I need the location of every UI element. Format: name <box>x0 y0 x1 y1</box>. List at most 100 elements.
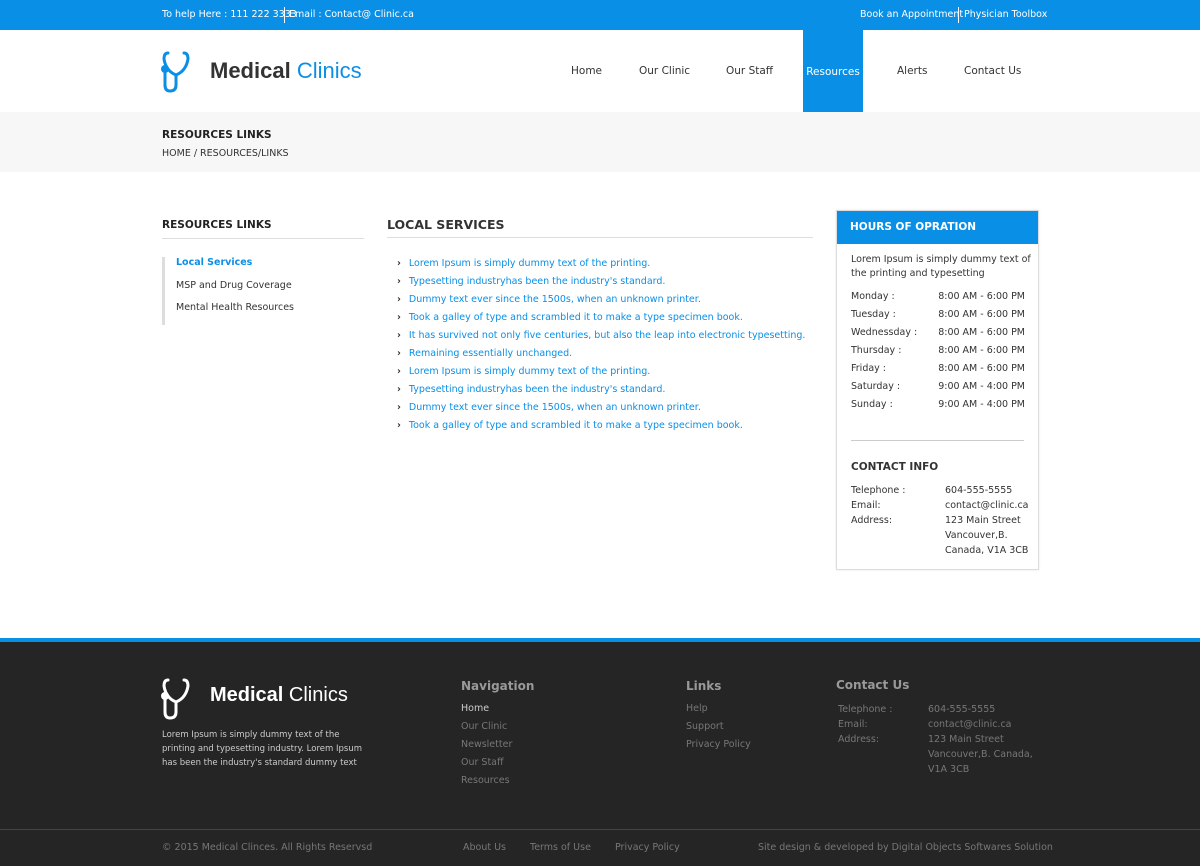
row-label: Monday : <box>851 291 895 302</box>
service-link[interactable]: Typesetting industryhas been the industr… <box>397 276 805 294</box>
contact-row: Telephone : 604-555-5555 <box>851 483 1029 498</box>
sidebar-item-msp[interactable]: MSP and Drug Coverage <box>176 279 292 291</box>
breadcrumb[interactable]: HOME / RESOURCES/LINKS <box>162 148 289 159</box>
service-link[interactable]: Dummy text ever since the 1500s, when an… <box>397 402 805 420</box>
divider <box>958 7 959 23</box>
row-value: 8:00 AM - 6:00 PM <box>938 345 1025 356</box>
service-link[interactable]: Remaining essentially unchanged. <box>397 348 805 366</box>
stethoscope-icon[interactable] <box>160 49 196 93</box>
help-phone: To help Here : 111 222 3333 <box>162 9 297 20</box>
row-value: Canada, V1A 3CB <box>945 545 1029 556</box>
logo-name-accent: Clinics <box>296 58 362 83</box>
bottom-link-about[interactable]: About Us <box>463 842 507 853</box>
help-email[interactable]: Email : Contact@ Clinic.ca <box>289 9 414 20</box>
hours-title: HOURS OF OPRATION <box>837 211 1038 244</box>
footer-nav-link[interactable]: Our Clinic <box>461 721 508 732</box>
credit: Site design & developed by Digital Objec… <box>758 842 1053 853</box>
row-label: Friday : <box>851 363 887 374</box>
row-label <box>838 747 928 762</box>
service-link[interactable]: Took a galley of type and scrambled it t… <box>397 312 805 330</box>
logo-name: Medical <box>210 684 284 706</box>
row-label: Telephone : <box>838 704 893 715</box>
row-value: 9:00 AM - 4:00 PM <box>938 381 1025 392</box>
logo-name-accent: Clinics <box>288 684 348 706</box>
divider <box>284 7 285 23</box>
footer-link[interactable]: Help <box>686 703 708 714</box>
footer-link[interactable]: Support <box>686 721 724 732</box>
footer-nav-title: Navigation <box>461 679 535 693</box>
row-value: 604-555-5555 <box>928 704 996 715</box>
sidebar-menu: Local Services MSP and Drug Coverage Men… <box>162 257 294 325</box>
row-value: contact@clinic.ca <box>928 719 1012 730</box>
contact-info: Telephone : 604-555-5555 Email: contact@cli… <box>851 483 1029 558</box>
contact-row: Email: contact@clinic.ca <box>851 498 1029 513</box>
copyright: © 2015 Medical Clinces. All Rights Reser… <box>162 842 373 853</box>
footer-links-title: Links <box>686 679 722 693</box>
row-label: Wednessday : <box>851 327 918 338</box>
row-value: 123 Main Street <box>945 515 1021 526</box>
row-label: Thursday : <box>851 345 902 356</box>
footer-contact-row: Vancouver,B. Canada, <box>838 747 1033 762</box>
row-label: Address: <box>838 734 880 745</box>
header: Medical Clinics Home Our Clinic Our Staf… <box>0 30 1200 113</box>
service-link[interactable]: It has survived not only five centuries,… <box>397 330 805 348</box>
physician-toolbox-link[interactable]: Physician Toolbox <box>964 9 1048 20</box>
nav-contact-us[interactable]: Contact Us <box>964 65 1022 77</box>
footer-nav-link[interactable]: Home <box>461 703 490 714</box>
nav-home[interactable]: Home <box>571 65 603 77</box>
contact-info-title: CONTACT INFO <box>851 461 939 473</box>
footer-about: Lorem Ipsum is simply dummy text of the … <box>162 730 362 768</box>
row-value: 604-555-5555 <box>945 485 1013 496</box>
book-appointment-link[interactable]: Book an Appointment <box>860 9 964 20</box>
contact-row: Vancouver,B. <box>851 528 1029 543</box>
bottom-link-privacy[interactable]: Privacy Policy <box>615 842 680 853</box>
service-link[interactable]: Took a galley of type and scrambled it t… <box>397 420 805 438</box>
footer-links: Help Support Privacy Policy <box>686 703 751 757</box>
top-bar: To help Here : 111 222 3333 Email : Cont… <box>0 0 1200 30</box>
service-link[interactable]: Lorem Ipsum is simply dummy text of the … <box>397 366 805 384</box>
row-value: 123 Main Street <box>928 734 1004 745</box>
row-label <box>851 528 945 543</box>
logo-text[interactable]: Medical Clinics <box>210 58 362 84</box>
footer-contact-row: Telephone : 604-555-5555 <box>838 702 1033 717</box>
row-label <box>851 543 945 558</box>
page-title-band: RESOURCES LINKS HOME / RESOURCES/LINKS <box>0 112 1200 172</box>
section-title: LOCAL SERVICES <box>387 217 813 238</box>
contact-row: Address: 123 Main Street <box>851 513 1029 528</box>
row-label: Telephone : <box>851 485 906 496</box>
hours-box: HOURS OF OPRATION Lorem Ipsum is simply … <box>836 210 1039 570</box>
row-value: 8:00 AM - 6:00 PM <box>938 327 1025 338</box>
hours-row: Monday : 8:00 AM - 6:00 PM <box>851 291 1025 309</box>
service-link[interactable]: Typesetting industryhas been the industr… <box>397 384 805 402</box>
row-value: Vancouver,B. <box>945 530 1008 541</box>
footer-contact-row: Email: contact@clinic.ca <box>838 717 1033 732</box>
nav-our-staff[interactable]: Our Staff <box>726 65 774 77</box>
row-value: contact@clinic.ca <box>945 500 1029 511</box>
page-title: RESOURCES LINKS <box>162 129 272 141</box>
bottom-link-terms[interactable]: Terms of Use <box>530 842 591 853</box>
service-link[interactable]: Dummy text ever since the 1500s, when an… <box>397 294 805 312</box>
hours-table: Monday : 8:00 AM - 6:00 PM Tuesday : 8:00 A… <box>851 291 1025 417</box>
sidebar-item-mental-health[interactable]: Mental Health Resources <box>176 302 294 313</box>
footer-nav-link[interactable]: Our Staff <box>461 757 504 768</box>
contact-row: Canada, V1A 3CB <box>851 543 1029 558</box>
row-label: Saturday : <box>851 381 901 392</box>
hours-row: Tuesday : 8:00 AM - 6:00 PM <box>851 309 1025 327</box>
footer-nav-link[interactable]: Resources <box>461 775 510 786</box>
footer-link[interactable]: Privacy Policy <box>686 739 751 750</box>
row-value: V1A 3CB <box>928 764 970 775</box>
logo-name: Medical <box>210 58 291 83</box>
sidebar-item-local-services[interactable]: Local Services <box>176 257 253 268</box>
row-label: Sunday : <box>851 399 893 410</box>
row-value: Vancouver,B. Canada, <box>928 749 1033 760</box>
row-label: Email: <box>851 500 881 511</box>
footer-contact-row: V1A 3CB <box>838 762 1033 777</box>
nav-alerts[interactable]: Alerts <box>897 65 928 77</box>
nav-resources[interactable]: Resources <box>803 30 863 113</box>
row-value: 8:00 AM - 6:00 PM <box>938 291 1025 302</box>
footer-contact: Telephone : 604-555-5555 Email: contact@cli… <box>838 702 1033 777</box>
nav-our-clinic[interactable]: Our Clinic <box>639 65 691 77</box>
footer-nav-link[interactable]: Newsletter <box>461 739 513 750</box>
hours-row: Thursday : 8:00 AM - 6:00 PM <box>851 345 1025 363</box>
service-link[interactable]: Lorem Ipsum is simply dummy text of the … <box>397 258 805 276</box>
